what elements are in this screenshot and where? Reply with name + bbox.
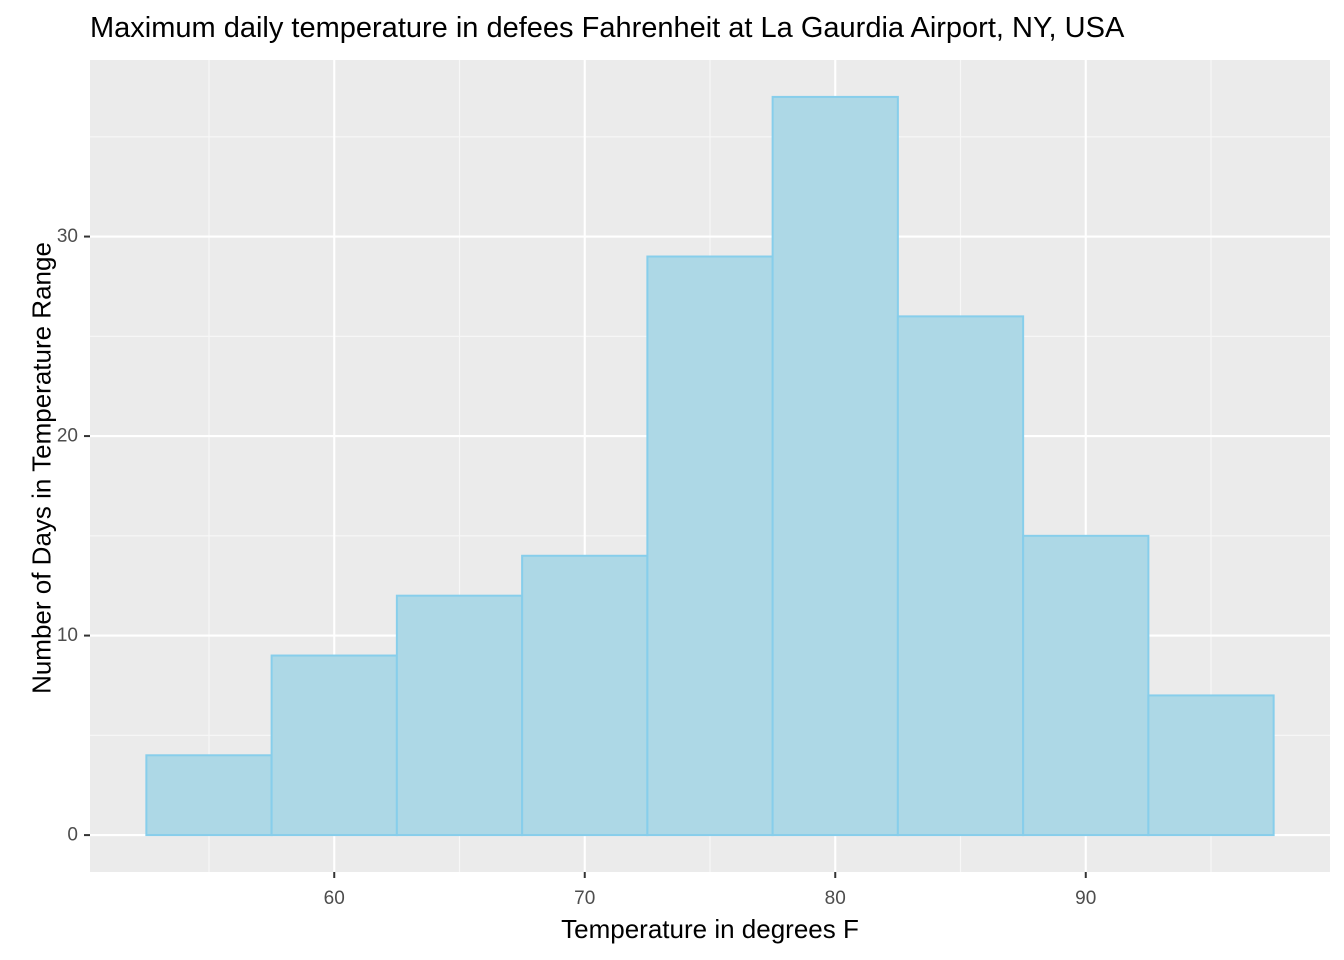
y-tick-label: 20 bbox=[57, 426, 78, 447]
x-axis-label: Temperature in degrees F bbox=[561, 914, 859, 944]
histogram-bar bbox=[896, 315, 1025, 837]
x-tick-label: 90 bbox=[1075, 888, 1096, 909]
histogram-bar bbox=[771, 95, 899, 837]
histogram-bar bbox=[521, 554, 649, 837]
histogram-bar bbox=[395, 594, 524, 837]
histogram-bar bbox=[1147, 694, 1275, 837]
histogram-bar bbox=[145, 754, 273, 837]
x-tick-label: 60 bbox=[324, 888, 345, 909]
histogram-bar bbox=[646, 255, 774, 837]
x-tick-label: 80 bbox=[825, 888, 846, 909]
histogram-bar bbox=[270, 654, 398, 837]
histogram-bar bbox=[1022, 534, 1150, 837]
x-tick-label: 70 bbox=[574, 888, 595, 909]
y-tick-label: 10 bbox=[57, 625, 78, 646]
y-tick-label: 30 bbox=[57, 226, 78, 247]
chart-title: Maximum daily temperature in defees Fahr… bbox=[90, 12, 1125, 44]
y-axis-label: Number of Days in Temperature Range bbox=[26, 242, 57, 694]
y-tick-label: 0 bbox=[67, 825, 78, 846]
